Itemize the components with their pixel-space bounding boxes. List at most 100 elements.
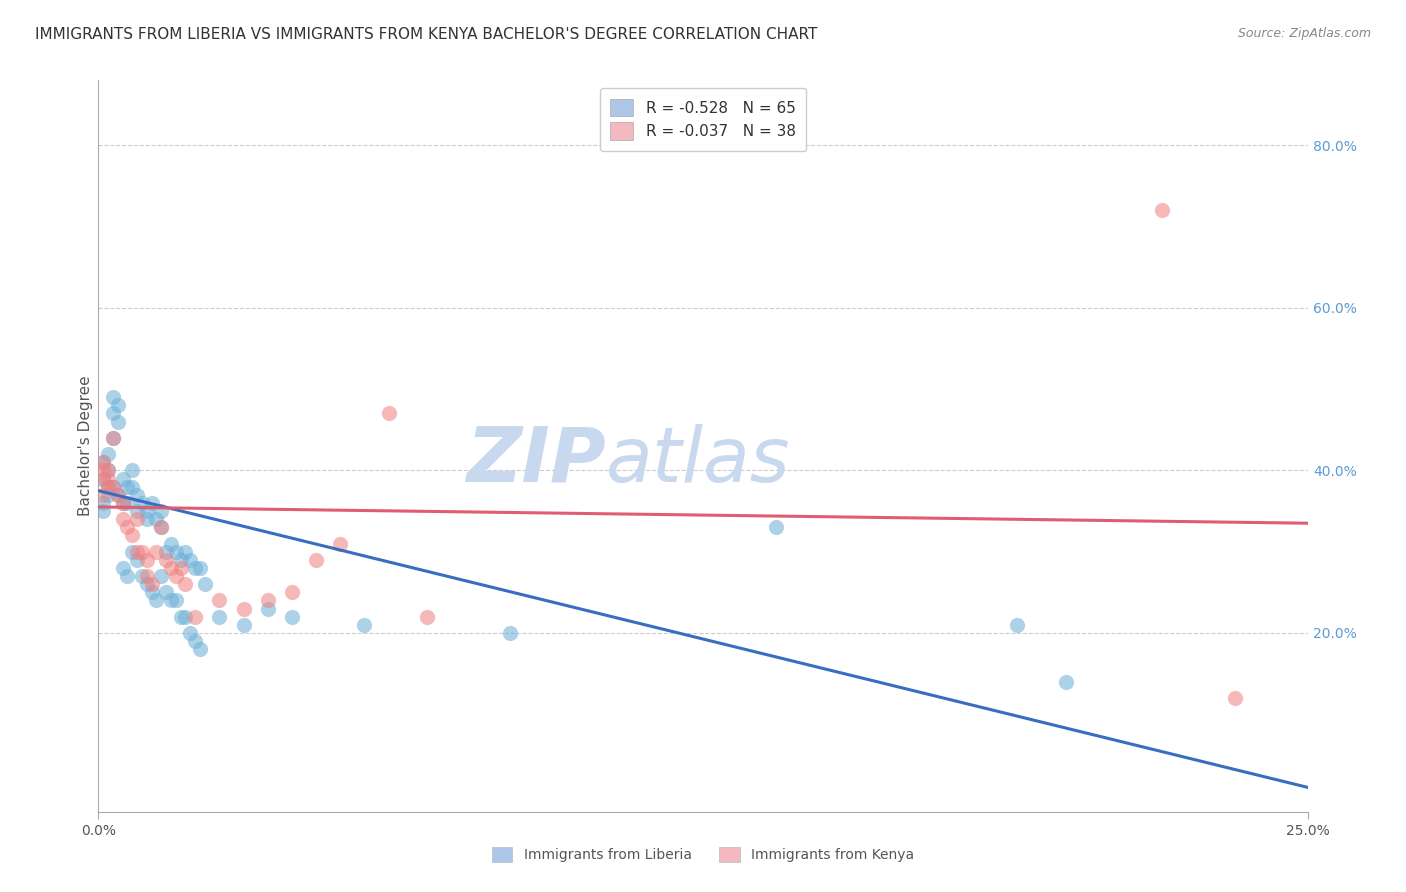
Point — [169, 561, 191, 575]
Point — [765, 520, 787, 534]
Point — [131, 569, 153, 583]
Point — [188, 561, 211, 575]
Point — [208, 593, 231, 607]
Point — [117, 520, 139, 534]
Point — [145, 593, 167, 607]
Point — [232, 601, 254, 615]
Point — [498, 626, 520, 640]
Point — [1007, 617, 1029, 632]
Point — [131, 496, 153, 510]
Point — [101, 480, 124, 494]
Point — [174, 609, 197, 624]
Text: Source: ZipAtlas.com: Source: ZipAtlas.com — [1237, 27, 1371, 40]
Point — [91, 488, 114, 502]
Point — [150, 520, 173, 534]
Point — [1152, 203, 1174, 218]
Y-axis label: Bachelor's Degree: Bachelor's Degree — [77, 376, 93, 516]
Point — [91, 455, 114, 469]
Point — [188, 642, 211, 657]
Point — [101, 407, 124, 421]
Point — [91, 504, 114, 518]
Point — [91, 455, 114, 469]
Point — [150, 504, 173, 518]
Point — [101, 390, 124, 404]
Point — [97, 447, 120, 461]
Point — [256, 593, 278, 607]
Point — [160, 593, 183, 607]
Point — [117, 496, 139, 510]
Point — [155, 553, 177, 567]
Point — [160, 561, 183, 575]
Point — [281, 585, 304, 599]
Point — [135, 553, 157, 567]
Point — [160, 536, 183, 550]
Point — [97, 471, 120, 485]
Point — [127, 553, 149, 567]
Point — [91, 471, 114, 485]
Point — [101, 431, 124, 445]
Point — [184, 561, 207, 575]
Point — [107, 415, 129, 429]
Point — [141, 577, 163, 591]
Point — [141, 496, 163, 510]
Point — [1054, 674, 1077, 689]
Point — [111, 512, 134, 526]
Legend: Immigrants from Liberia, Immigrants from Kenya: Immigrants from Liberia, Immigrants from… — [484, 839, 922, 871]
Point — [165, 569, 187, 583]
Point — [169, 609, 191, 624]
Point — [184, 634, 207, 648]
Point — [329, 536, 352, 550]
Point — [194, 577, 217, 591]
Point — [111, 496, 134, 510]
Point — [174, 577, 197, 591]
Point — [135, 577, 157, 591]
Point — [416, 609, 439, 624]
Point — [150, 569, 173, 583]
Point — [117, 569, 139, 583]
Point — [107, 488, 129, 502]
Point — [121, 528, 143, 542]
Point — [184, 609, 207, 624]
Text: IMMIGRANTS FROM LIBERIA VS IMMIGRANTS FROM KENYA BACHELOR'S DEGREE CORRELATION C: IMMIGRANTS FROM LIBERIA VS IMMIGRANTS FR… — [35, 27, 817, 42]
Point — [91, 463, 114, 477]
Point — [179, 626, 201, 640]
Point — [97, 463, 120, 477]
Point — [232, 617, 254, 632]
Point — [131, 544, 153, 558]
Point — [165, 593, 187, 607]
Point — [135, 569, 157, 583]
Point — [155, 544, 177, 558]
Point — [91, 471, 114, 485]
Point — [141, 585, 163, 599]
Text: atlas: atlas — [606, 424, 790, 498]
Point — [121, 480, 143, 494]
Point — [174, 544, 197, 558]
Point — [353, 617, 375, 632]
Point — [101, 431, 124, 445]
Point — [101, 480, 124, 494]
Point — [377, 407, 399, 421]
Point — [208, 609, 231, 624]
Point — [145, 544, 167, 558]
Point — [127, 512, 149, 526]
Text: ZIP: ZIP — [467, 424, 606, 498]
Point — [117, 480, 139, 494]
Point — [107, 398, 129, 412]
Point — [111, 496, 134, 510]
Point — [111, 471, 134, 485]
Point — [281, 609, 304, 624]
Point — [97, 480, 120, 494]
Point — [97, 488, 120, 502]
Point — [165, 544, 187, 558]
Point — [179, 553, 201, 567]
Point — [121, 544, 143, 558]
Point — [111, 561, 134, 575]
Point — [127, 504, 149, 518]
Point — [107, 488, 129, 502]
Point — [127, 488, 149, 502]
Point — [150, 520, 173, 534]
Point — [97, 463, 120, 477]
Point — [135, 512, 157, 526]
Point — [256, 601, 278, 615]
Point — [169, 553, 191, 567]
